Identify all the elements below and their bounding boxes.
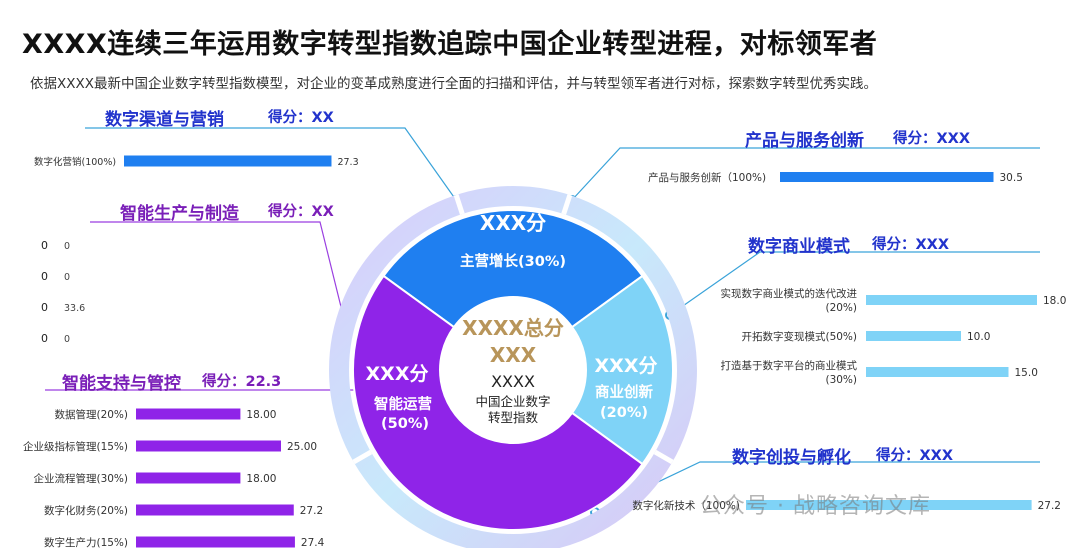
seg-ops-score: XXX分 — [366, 363, 429, 385]
connector-digital-channel — [85, 127, 457, 201]
seg-biz-label-1: 商业创新 — [595, 383, 653, 401]
venture-label-0: 数字化新技术（100%) — [632, 499, 740, 512]
business_model-bar-0 — [866, 295, 1037, 305]
business_model-value-2: 15.0 — [1015, 367, 1038, 379]
bar-charts: 数字化营销(100%) 27.3 产品与服务创新（100%) 30.5 实现数字商业模式… — [23, 155, 1066, 548]
connector-business-model — [669, 251, 1040, 316]
smart_support-value-1: 25.00 — [287, 441, 317, 453]
business_model-label-2-0: 打造基于数字平台的商业模式 — [721, 359, 858, 372]
venture-bar-0 — [746, 500, 1032, 510]
center-total-value: XXX — [490, 343, 537, 367]
section-title-smart-support: 智能支持与管控 — [62, 374, 181, 394]
product_service-value-0: 30.5 — [1000, 172, 1023, 184]
seg-growth-score: XXX分 — [480, 211, 546, 235]
section-score-smart-support: 得分：22.3 — [202, 374, 282, 390]
seg-ops-label-1: 智能运营 — [374, 395, 432, 413]
business_model-label-0-0: 实现数字商业模式的迭代改进 — [721, 287, 858, 300]
center-name-3: 转型指数 — [488, 410, 539, 425]
seg-growth-label: 主营增长(30%) — [460, 252, 566, 270]
smart_support-bar-1 — [136, 440, 281, 452]
business_model-value-0: 18.0 — [1043, 295, 1066, 307]
smart_support-label-1: 企业级指标管理(15%) — [23, 440, 128, 453]
seg-biz-score: XXX分 — [595, 355, 658, 377]
section-title-smart-production: 智能生产与制造 — [120, 204, 239, 224]
smart_support-label-2: 企业流程管理(30%) — [33, 472, 128, 485]
smart_production-value-1: 0 — [64, 272, 70, 283]
product_service-label-0: 产品与服务创新（100%) — [648, 171, 766, 184]
digital_channel-label-0: 数字化营销(100%) — [34, 156, 116, 168]
seg-ops-label-2: (50%) — [381, 416, 429, 432]
business_model-bar-1 — [866, 331, 961, 341]
section-score-digital-channel: 得分：XX — [268, 110, 334, 126]
business_model-label-2-1: (30%) — [825, 374, 857, 386]
smart_support-value-2: 18.00 — [246, 473, 276, 485]
section-title-product-service: 产品与服务创新 — [745, 131, 864, 151]
outer-ring — [329, 186, 697, 548]
section-title-venture: 数字创投与孵化 — [732, 448, 851, 468]
ring-center-disc — [440, 297, 586, 443]
business_model-bar-2 — [866, 367, 1009, 377]
outer-ring-gap-2 — [352, 449, 373, 465]
index-ring: XXX分主营增长(30%)XXX分智能运营(50%)XXX分商业创新(20%)X… — [329, 186, 697, 548]
smart_support-bar-0 — [136, 408, 241, 420]
smart_support-label-3: 数字化财务(20%) — [44, 504, 128, 517]
section-title-business-model: 数字商业模式 — [748, 237, 850, 257]
smart_support-value-3: 27.2 — [300, 505, 323, 517]
section-score-smart-production: 得分：XX — [268, 204, 334, 220]
smart_production-tick-1: 0 — [41, 270, 48, 283]
section-title-digital-channel: 数字渠道与营销 — [105, 110, 224, 130]
venture-value-0: 27.2 — [1038, 500, 1061, 512]
connector-smart-production — [90, 221, 346, 324]
connector-product-service — [571, 147, 1040, 201]
smart_support-bar-3 — [136, 504, 294, 516]
smart_support-bar-2 — [136, 472, 241, 484]
smart_production-value-0: 0 — [64, 241, 70, 252]
smart_production-tick-0: 0 — [41, 239, 48, 252]
smart_support-label-4: 数字生产力(15%) — [44, 536, 128, 548]
smart_support-bar-4 — [136, 536, 295, 548]
digital_channel-value-0: 27.3 — [337, 157, 358, 168]
page-title: XXXX连续三年运用数字转型指数追踪中国企业转型进程，对标领军者 — [22, 29, 878, 60]
smart_support-label-0: 数据管理(20%) — [54, 408, 128, 421]
smart_support-value-0: 18.00 — [246, 409, 276, 421]
seg-biz-label-2: (20%) — [600, 405, 648, 421]
page-subtitle: 依据XXXX最新中国企业数字转型指数模型，对企业的变革成熟度进行全面的扫描和评估… — [30, 76, 877, 92]
smart_production-value-3: 0 — [64, 334, 70, 345]
center-name-2: 中国企业数字 — [475, 394, 550, 409]
business_model-value-1: 10.0 — [967, 331, 990, 343]
section-score-product-service: 得分：XXX — [893, 131, 971, 147]
smart_support-value-4: 27.4 — [301, 537, 325, 548]
smart_production-value-2: 33.6 — [64, 303, 85, 314]
product_service-bar-0 — [780, 172, 994, 182]
section-score-business-model: 得分：XXX — [872, 237, 950, 253]
center-name-1: XXXX — [491, 372, 535, 391]
smart_production-tick-3: 0 — [41, 332, 48, 345]
smart_production-tick-2: 0 — [41, 301, 48, 314]
business_model-label-1: 开拓数字变现模式(50%) — [741, 330, 857, 343]
outer-ring-gap-1 — [653, 449, 674, 465]
watermark: 公众号 · 战略咨询文库 — [700, 494, 931, 519]
business_model-label-0-1: (20%) — [825, 302, 857, 314]
digital_channel-bar-0 — [124, 155, 332, 167]
section-score-venture: 得分：XXX — [876, 448, 954, 464]
center-total-title: XXXX总分 — [462, 316, 564, 340]
outer-ring-gap-3 — [453, 194, 465, 215]
outer-ring-gap-0 — [561, 194, 573, 215]
